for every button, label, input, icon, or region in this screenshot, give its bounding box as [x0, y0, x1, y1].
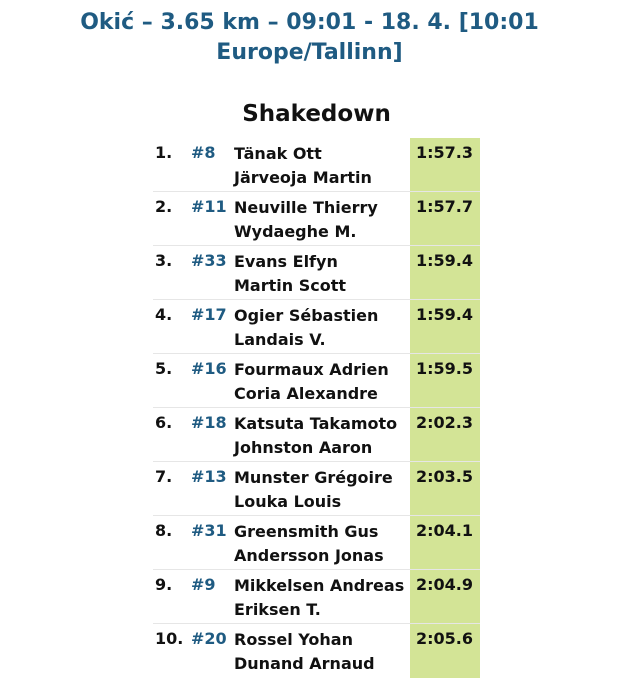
stage-title-line2: Europe/Tallinn]	[216, 40, 403, 65]
result-row: 8. #31 Greensmith Gus Andersson Jonas 2:…	[153, 516, 480, 570]
crew-names: Greensmith Gus Andersson Jonas	[234, 520, 410, 568]
results-table: 1. #8 Tänak Ott Järveoja Martin 1:57.3 2…	[153, 138, 480, 678]
stage-time: 1:59.4	[410, 300, 480, 353]
result-row: 4. #17 Ogier Sébastien Landais V. 1:59.4	[153, 300, 480, 354]
car-number-link[interactable]: #20	[191, 629, 227, 648]
stage-time: 1:57.3	[410, 138, 480, 191]
codriver-name: Eriksen T.	[234, 600, 321, 619]
result-row: 5. #16 Fourmaux Adrien Coria Alexandre 1…	[153, 354, 480, 408]
result-row: 6. #18 Katsuta Takamoto Johnston Aaron 2…	[153, 408, 480, 462]
stage-time: 2:04.9	[410, 570, 480, 623]
driver-name: Katsuta Takamoto	[234, 414, 398, 433]
stage-time: 2:02.3	[410, 408, 480, 461]
codriver-name: Järveoja Martin	[234, 168, 372, 187]
result-position: 7.	[155, 467, 173, 486]
result-position: 4.	[155, 305, 173, 324]
crew-names: Tänak Ott Järveoja Martin	[234, 142, 410, 190]
crew-names: Rossel Yohan Dunand Arnaud	[234, 628, 410, 676]
result-position: 5.	[155, 359, 173, 378]
car-number-link[interactable]: #31	[191, 521, 227, 540]
result-row: 7. #13 Munster Grégoire Louka Louis 2:03…	[153, 462, 480, 516]
result-position: 10.	[155, 629, 184, 648]
car-number-link[interactable]: #33	[191, 251, 227, 270]
stage-time: 2:04.1	[410, 516, 480, 569]
driver-name: Greensmith Gus	[234, 522, 379, 541]
stage-time: 2:05.6	[410, 624, 480, 678]
stage-time: 1:57.7	[410, 192, 480, 245]
codriver-name: Louka Louis	[234, 492, 342, 511]
driver-name: Fourmaux Adrien	[234, 360, 389, 379]
codriver-name: Martin Scott	[234, 276, 346, 295]
codriver-name: Dunand Arnaud	[234, 654, 375, 673]
crew-names: Katsuta Takamoto Johnston Aaron	[234, 412, 410, 460]
stage-title: Okić – 3.65 km – 09:01 - 18. 4. [10:01 E…	[0, 8, 619, 68]
crew-names: Mikkelsen Andreas Eriksen T.	[234, 574, 410, 622]
driver-name: Evans Elfyn	[234, 252, 338, 271]
stage-time: 2:03.5	[410, 462, 480, 515]
driver-name: Munster Grégoire	[234, 468, 393, 487]
result-row: 9. #9 Mikkelsen Andreas Eriksen T. 2:04.…	[153, 570, 480, 624]
result-position: 8.	[155, 521, 173, 540]
car-number-link[interactable]: #16	[191, 359, 227, 378]
driver-name: Ogier Sébastien	[234, 306, 379, 325]
result-position: 9.	[155, 575, 173, 594]
stage-time: 1:59.4	[410, 246, 480, 299]
stage-title-line1: Okić – 3.65 km – 09:01 - 18. 4. [10:01	[80, 10, 539, 35]
car-number-link[interactable]: #9	[191, 575, 216, 594]
result-position: 3.	[155, 251, 173, 270]
car-number-link[interactable]: #17	[191, 305, 227, 324]
codriver-name: Andersson Jonas	[234, 546, 384, 565]
crew-names: Neuville Thierry Wydaeghe M.	[234, 196, 410, 244]
codriver-name: Wydaeghe M.	[234, 222, 357, 241]
result-row: 10. #20 Rossel Yohan Dunand Arnaud 2:05.…	[153, 624, 480, 678]
car-number-link[interactable]: #13	[191, 467, 227, 486]
codriver-name: Landais V.	[234, 330, 326, 349]
result-position: 6.	[155, 413, 173, 432]
crew-names: Ogier Sébastien Landais V.	[234, 304, 410, 352]
driver-name: Tänak Ott	[234, 144, 322, 163]
result-row: 2. #11 Neuville Thierry Wydaeghe M. 1:57…	[153, 192, 480, 246]
stage-time: 1:59.5	[410, 354, 480, 407]
crew-names: Evans Elfyn Martin Scott	[234, 250, 410, 298]
car-number-link[interactable]: #18	[191, 413, 227, 432]
crew-names: Fourmaux Adrien Coria Alexandre	[234, 358, 410, 406]
driver-name: Mikkelsen Andreas	[234, 576, 405, 595]
result-row: 3. #33 Evans Elfyn Martin Scott 1:59.4	[153, 246, 480, 300]
section-title: Shakedown	[242, 101, 391, 127]
result-position: 2.	[155, 197, 173, 216]
car-number-link[interactable]: #8	[191, 143, 216, 162]
codriver-name: Coria Alexandre	[234, 384, 378, 403]
result-row: 1. #8 Tänak Ott Järveoja Martin 1:57.3	[153, 138, 480, 192]
codriver-name: Johnston Aaron	[234, 438, 373, 457]
result-position: 1.	[155, 143, 173, 162]
crew-names: Munster Grégoire Louka Louis	[234, 466, 410, 514]
driver-name: Rossel Yohan	[234, 630, 353, 649]
car-number-link[interactable]: #11	[191, 197, 227, 216]
driver-name: Neuville Thierry	[234, 198, 378, 217]
